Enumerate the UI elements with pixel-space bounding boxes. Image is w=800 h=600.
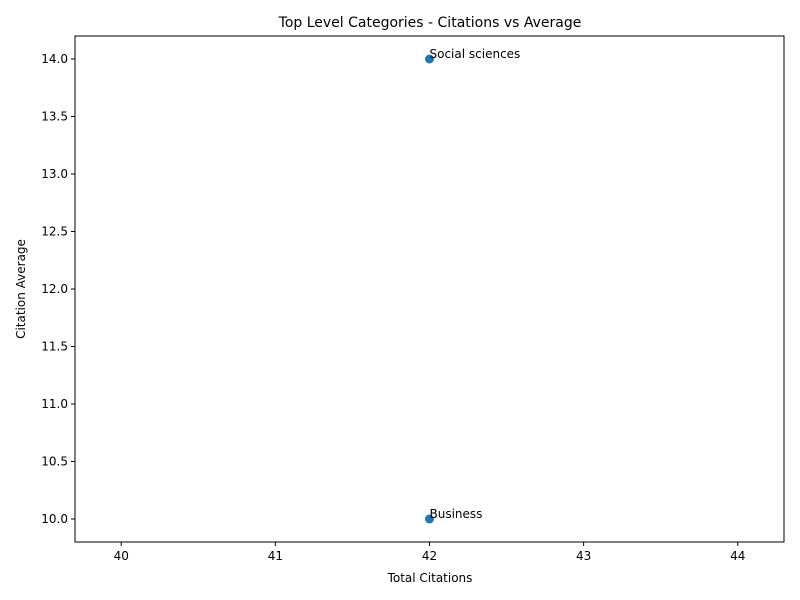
y-tick-label: 10.0 — [41, 512, 68, 526]
point-label: Social sciences — [430, 47, 521, 61]
x-tick-label: 40 — [114, 549, 129, 563]
y-axis-label: Citation Average — [14, 239, 28, 339]
point-label: Business — [430, 507, 483, 521]
y-tick-label: 14.0 — [41, 52, 68, 66]
x-tick-label: 42 — [422, 549, 437, 563]
x-tick-label: 43 — [576, 549, 591, 563]
x-tick-label: 44 — [730, 549, 745, 563]
scatter-point — [425, 514, 434, 524]
y-axis-ticks: 10.0 10.5 11.0 11.5 12.0 12.5 13.0 13.5 14.0 — [41, 52, 75, 526]
y-tick-label: 11.5 — [41, 340, 68, 354]
y-tick-label: 13.0 — [41, 167, 68, 181]
y-tick-label: 10.5 — [41, 455, 68, 469]
chart-title: Top Level Categories - Citations vs Aver… — [278, 15, 582, 31]
x-axis-ticks: 40 41 42 43 44 — [114, 542, 745, 563]
x-axis-label: Total Citations — [387, 571, 473, 585]
y-tick-label: 12.5 — [41, 225, 68, 239]
scatter-point — [425, 54, 434, 64]
plot-area — [74, 35, 785, 543]
y-tick-label: 11.0 — [41, 397, 68, 411]
y-tick-label: 13.5 — [41, 110, 68, 124]
x-tick-label: 41 — [268, 549, 283, 563]
data-points: Social sciences Business — [425, 47, 520, 524]
y-tick-label: 12.0 — [41, 282, 68, 296]
